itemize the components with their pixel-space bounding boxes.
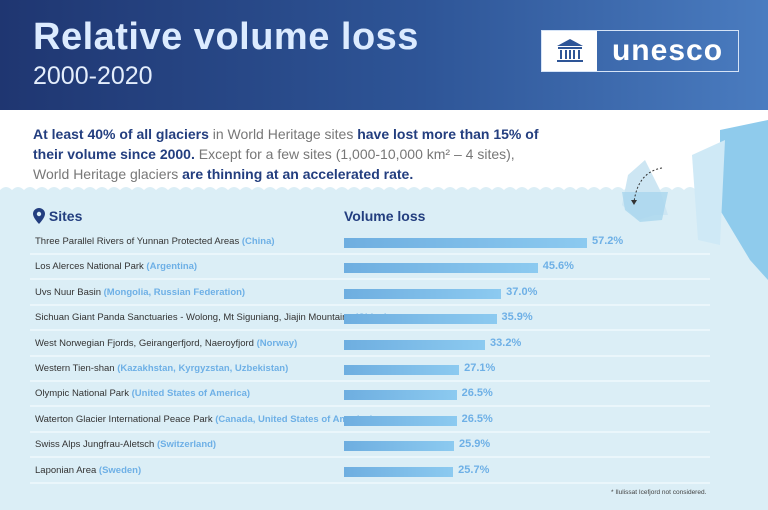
intro-segment: in World Heritage sites — [208, 126, 358, 142]
country-label: (Canada, United States of America) — [215, 413, 374, 425]
table-row: Uvs Nuur Basin (Mongolia, Russian Federa… — [30, 282, 710, 306]
value-label: 45.6% — [542, 260, 574, 273]
bar — [344, 365, 460, 375]
bar — [344, 415, 457, 426]
intro-segment: At least 40% of all glaciers — [33, 126, 209, 142]
bar — [344, 390, 457, 401]
volume-loss-header: Volume loss — [344, 208, 426, 224]
header: Relative volume loss 2000-2020 unesco — [0, 0, 768, 110]
wave-decoration — [0, 187, 768, 196]
site-name: Swiss Alps Jungfrau-Aletsch (Switzerland… — [35, 439, 216, 450]
value-label: 35.9% — [501, 311, 533, 324]
bar — [344, 238, 587, 248]
value-label: 37.0% — [506, 285, 538, 298]
sites-header: Sites — [33, 208, 82, 224]
country-label: (Switzerland) — [156, 439, 217, 451]
site-name: Los Alerces National Park (Argentina) — [35, 261, 197, 272]
site-label: West Norwegian Fjords, Geirangerfjord, N… — [35, 337, 254, 349]
glacier-illustration — [622, 120, 768, 280]
table-row: West Norwegian Fjords, Geirangerfjord, N… — [30, 333, 710, 357]
site-label: Swiss Alps Jungfrau-Aletsch — [35, 439, 155, 451]
footnote: * Ilulissat Icefjord not considered. — [611, 489, 707, 496]
bar — [344, 263, 538, 274]
value-label: 25.7% — [458, 463, 490, 476]
site-label: Los Alerces National Park — [35, 261, 144, 273]
intro-segment: have lost more than 15% of their volume … — [33, 126, 539, 162]
value-label: 25.9% — [459, 438, 491, 451]
table-row: Olympic National Park (United States of … — [30, 383, 710, 408]
temple-icon — [542, 31, 597, 71]
country-label: (China) — [241, 236, 275, 247]
country-label: (Norway) — [256, 337, 298, 349]
site-label: Sichuan Giant Panda Sanctuaries - Wolong… — [35, 312, 353, 324]
page-subtitle: 2000-2020 — [33, 62, 153, 90]
logo-wordmark: unesco — [611, 34, 724, 67]
intro-segment: Except for a few sites (1,000-10,000 km²… — [33, 146, 515, 182]
page-title: Relative volume loss — [33, 16, 419, 58]
intro-segment: are thinning at an accelerated rate. — [182, 166, 414, 182]
site-label: Uvs Nuur Basin — [35, 286, 101, 298]
bar — [344, 339, 486, 350]
country-label: (Sweden) — [98, 464, 142, 476]
table-row: Swiss Alps Jungfrau-Aletsch (Switzerland… — [30, 434, 710, 459]
bar — [344, 466, 454, 477]
site-label: Laponian Area — [35, 464, 97, 476]
site-name: Sichuan Giant Panda Sanctuaries - Wolong… — [35, 312, 388, 323]
site-name: Western Tien-shan (Kazakhstan, Kyrgyzsta… — [35, 363, 288, 374]
site-name: Olympic National Park (United States of … — [35, 388, 250, 399]
country-label: (Mongolia, Russian Federation) — [103, 286, 246, 298]
site-name: Three Parallel Rivers of Yunnan Protecte… — [35, 236, 275, 247]
site-label: Waterton Glacier International Peace Par… — [35, 413, 213, 425]
site-label: Three Parallel Rivers of Yunnan Protecte… — [35, 236, 240, 247]
site-label: Western Tien-shan — [35, 363, 115, 374]
site-name: Waterton Glacier International Peace Par… — [35, 414, 373, 425]
value-label: 27.1% — [464, 362, 496, 374]
table-row: Waterton Glacier International Peace Par… — [30, 409, 710, 433]
bar — [344, 314, 497, 325]
value-label: 26.5% — [461, 387, 493, 400]
country-label: (United States of America) — [131, 388, 251, 400]
value-label: 33.2% — [490, 336, 522, 349]
site-name: Uvs Nuur Basin (Mongolia, Russian Federa… — [35, 287, 245, 298]
sites-header-label: Sites — [48, 208, 83, 224]
table-row: Laponian Area (Sweden) 25.7% — [30, 460, 710, 484]
intro-text: At least 40% of all glaciers in World He… — [33, 124, 553, 184]
site-label: Olympic National Park — [35, 388, 129, 400]
unesco-logo: unesco — [541, 30, 739, 72]
location-pin-icon — [33, 208, 45, 224]
bar — [344, 288, 502, 299]
country-label: (Kazakhstan, Kyrgyzstan, Uzbekistan) — [117, 363, 289, 374]
bar — [344, 441, 455, 452]
value-label: 57.2% — [592, 235, 624, 247]
table-row: Western Tien-shan (Kazakhstan, Kyrgyzsta… — [30, 358, 710, 382]
table-row: Three Parallel Rivers of Yunnan Protecte… — [30, 231, 710, 255]
country-label: (Argentina) — [146, 261, 198, 273]
site-name: West Norwegian Fjords, Geirangerfjord, N… — [35, 338, 297, 349]
table-row: Sichuan Giant Panda Sanctuaries - Wolong… — [30, 307, 710, 332]
value-label: 26.5% — [461, 412, 493, 425]
table-row: Los Alerces National Park (Argentina) 45… — [30, 256, 710, 281]
site-name: Laponian Area (Sweden) — [35, 465, 141, 476]
